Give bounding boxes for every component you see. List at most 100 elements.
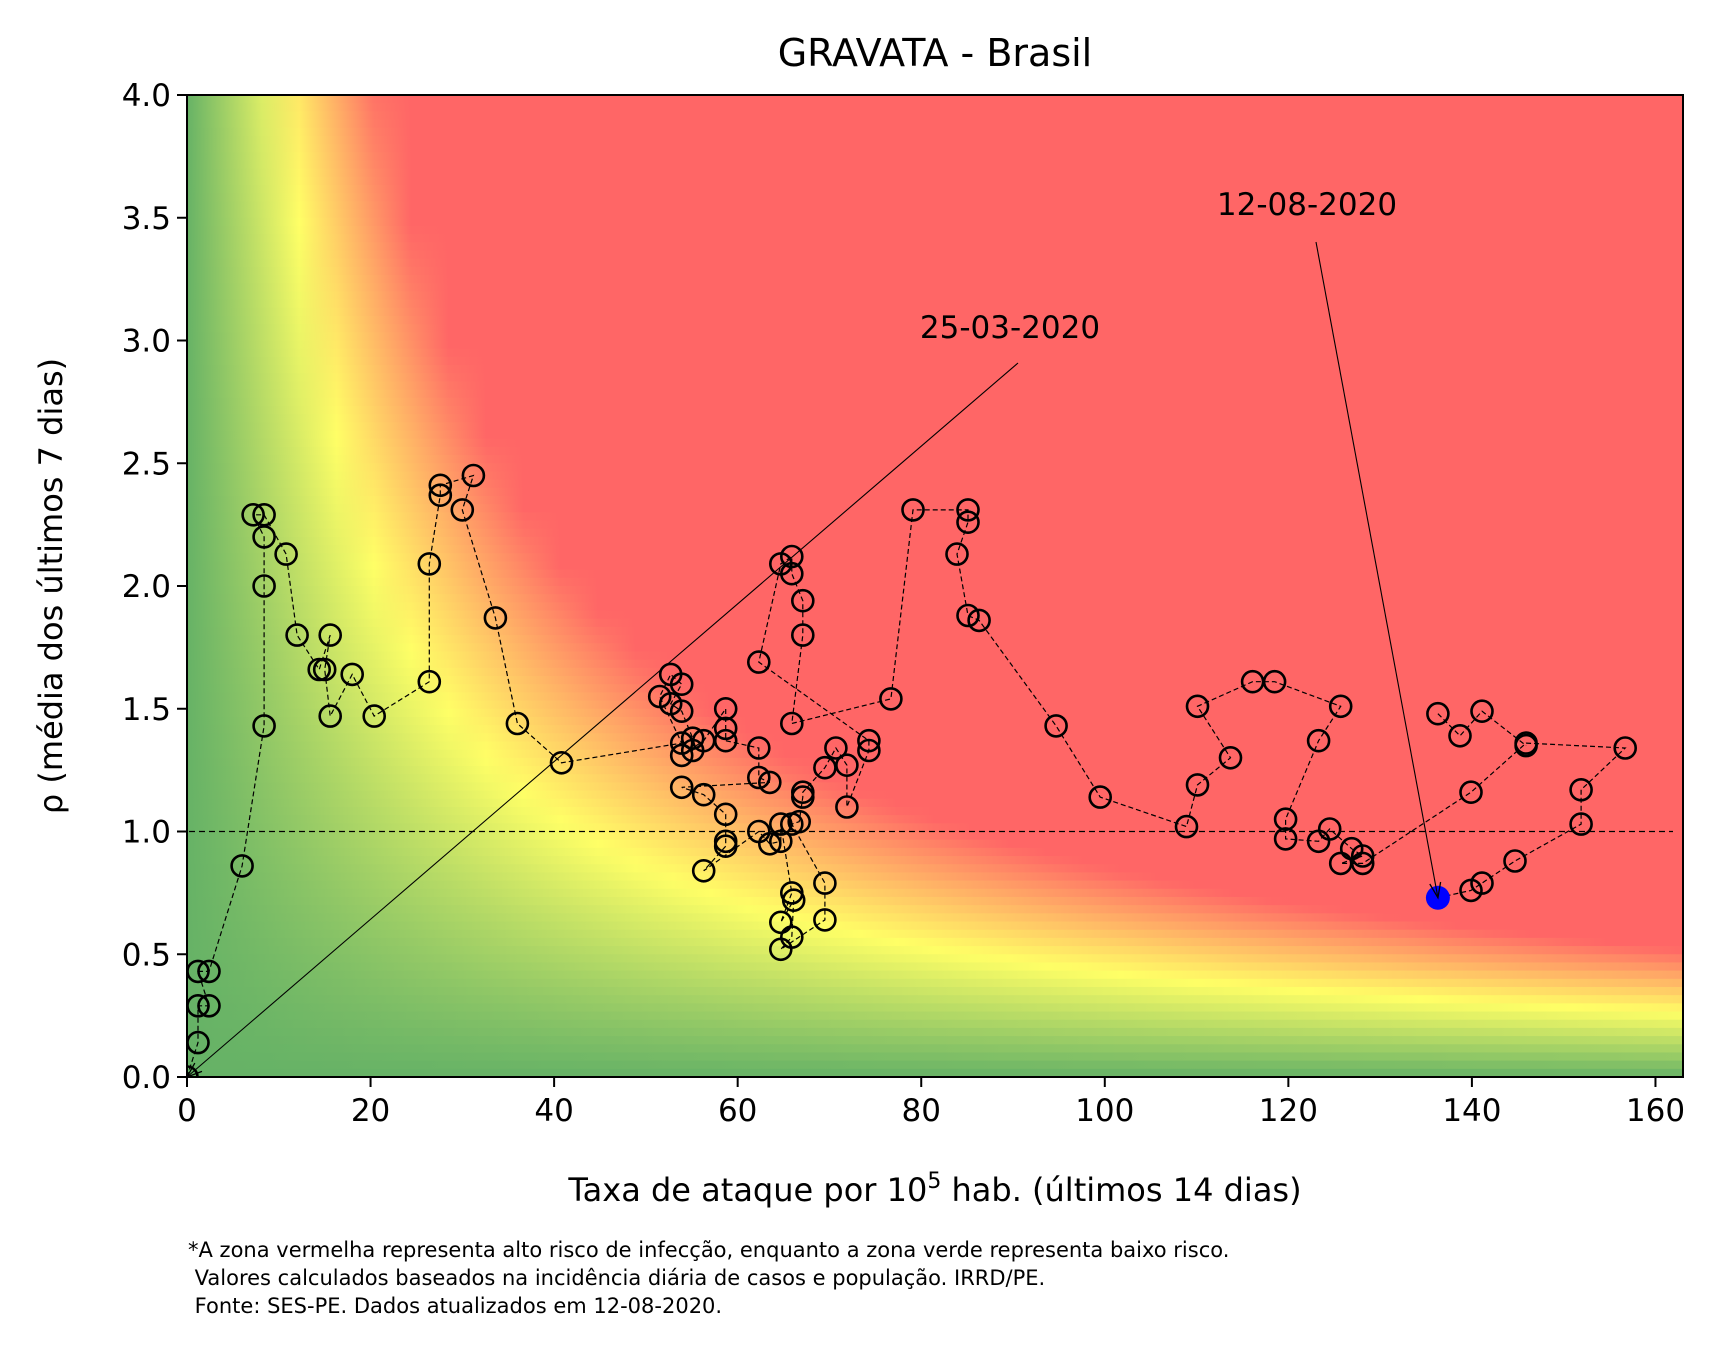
heatmap-row (187, 234, 1683, 244)
heatmap-row (187, 455, 1683, 465)
series-path-extra (1437, 710, 1527, 747)
heatmap-row (187, 798, 1683, 808)
heatmap-row (187, 111, 1683, 121)
annotation-arrow (186, 362, 1019, 1078)
data-point (1185, 773, 1210, 797)
data-point (746, 765, 771, 790)
heatmap-row (187, 995, 1683, 1005)
data-point (340, 662, 365, 687)
x-tick-label: 40 (534, 1093, 573, 1129)
y-tick-label: 3.0 (122, 324, 171, 360)
data-point (1459, 780, 1483, 805)
data-point (1503, 849, 1527, 873)
heatmap-row (187, 176, 1683, 186)
data-point (1044, 714, 1068, 738)
data-point (967, 608, 991, 633)
x-tick-label: 120 (1259, 1093, 1318, 1129)
series-path (187, 474, 1627, 1077)
data-point (312, 657, 337, 682)
heatmap-row (187, 618, 1683, 628)
data-point (779, 544, 804, 569)
heatmap-row (187, 831, 1683, 841)
data-point (1426, 701, 1450, 726)
heatmap-row (187, 389, 1683, 399)
y-axis: 0.0 0.5 1.0 1.5 2.0 2.5 3.0 3.5 4.0 (122, 78, 187, 1096)
y-tick-label: 0.5 (122, 937, 171, 973)
data-point (781, 888, 806, 913)
data-point (746, 736, 771, 760)
heatmap-row (187, 970, 1683, 980)
heatmap-row (187, 1019, 1683, 1029)
data-point (691, 782, 716, 807)
heatmap-row (187, 716, 1683, 726)
data-point (669, 699, 694, 724)
heatmap-row (187, 667, 1683, 677)
heatmap-row (187, 856, 1683, 866)
data-point (956, 498, 980, 522)
heatmap-row (187, 266, 1683, 276)
heatmap-row (187, 348, 1683, 358)
heatmap-row (187, 577, 1683, 587)
data-point (901, 498, 925, 522)
heatmap-row (187, 495, 1683, 505)
heatmap-row (187, 684, 1683, 694)
data-point (1569, 812, 1593, 836)
heatmap-row (187, 896, 1683, 906)
heatmap-row (187, 307, 1683, 317)
heatmap-row (187, 103, 1683, 113)
heatmap-row (187, 815, 1683, 825)
heatmap-row (187, 258, 1683, 268)
heatmap-row (187, 823, 1683, 833)
heatmap-row (187, 635, 1683, 645)
heatmap-row (187, 1068, 1683, 1077)
data-point (252, 502, 276, 527)
data-point (945, 542, 969, 566)
heatmap-row (187, 880, 1683, 890)
heatmap-row (187, 749, 1683, 759)
data-point (824, 736, 848, 760)
heatmap-row (187, 201, 1683, 211)
heatmap-row (187, 1060, 1683, 1070)
heatmap-row (187, 471, 1683, 481)
data-point (1273, 827, 1298, 851)
heatmap-row (187, 1036, 1683, 1046)
heatmap-row (187, 725, 1683, 735)
data-point (835, 753, 859, 778)
y-tick-label: 1.5 (122, 692, 171, 728)
heatmap-row (187, 766, 1683, 776)
caption-line-2: Valores calculados baseados na incidênci… (188, 1266, 1046, 1290)
heatmap-row (187, 651, 1683, 661)
data-point (450, 498, 475, 522)
heatmap-row (187, 119, 1683, 129)
data-point (713, 834, 738, 859)
heatmap-row (187, 1003, 1683, 1013)
heatmap-row (187, 414, 1683, 424)
heatmap-row (187, 242, 1683, 252)
heatmap-row (187, 757, 1683, 767)
caption-line-3: Fonte: SES-PE. Dados atualizados em 12-0… (188, 1294, 723, 1318)
data-point (230, 854, 254, 878)
chart-title: GRAVATA - Brasil (778, 31, 1093, 75)
data-point (252, 574, 276, 598)
data-point (691, 858, 716, 883)
heatmap-row (187, 790, 1683, 800)
data-point (307, 657, 332, 682)
data-point (787, 809, 812, 834)
data-point (768, 812, 793, 836)
data-point (956, 510, 980, 535)
x-axis: 0 20 40 60 80 100 120 140 160 (177, 1077, 1685, 1129)
heatmap-row (187, 152, 1683, 162)
heatmap-row (187, 520, 1683, 530)
heatmap-row (187, 610, 1683, 620)
heatmap-row (187, 193, 1683, 203)
data-point (428, 473, 453, 498)
heatmap-row (187, 561, 1683, 571)
heatmap-row (187, 225, 1683, 235)
y-tick-label: 3.5 (122, 201, 171, 237)
data-point (768, 937, 793, 962)
heatmap-row (187, 782, 1683, 792)
data-point (1350, 851, 1375, 876)
heatmap-row (187, 168, 1683, 178)
heatmap-row (187, 528, 1683, 538)
data-point (790, 780, 815, 805)
